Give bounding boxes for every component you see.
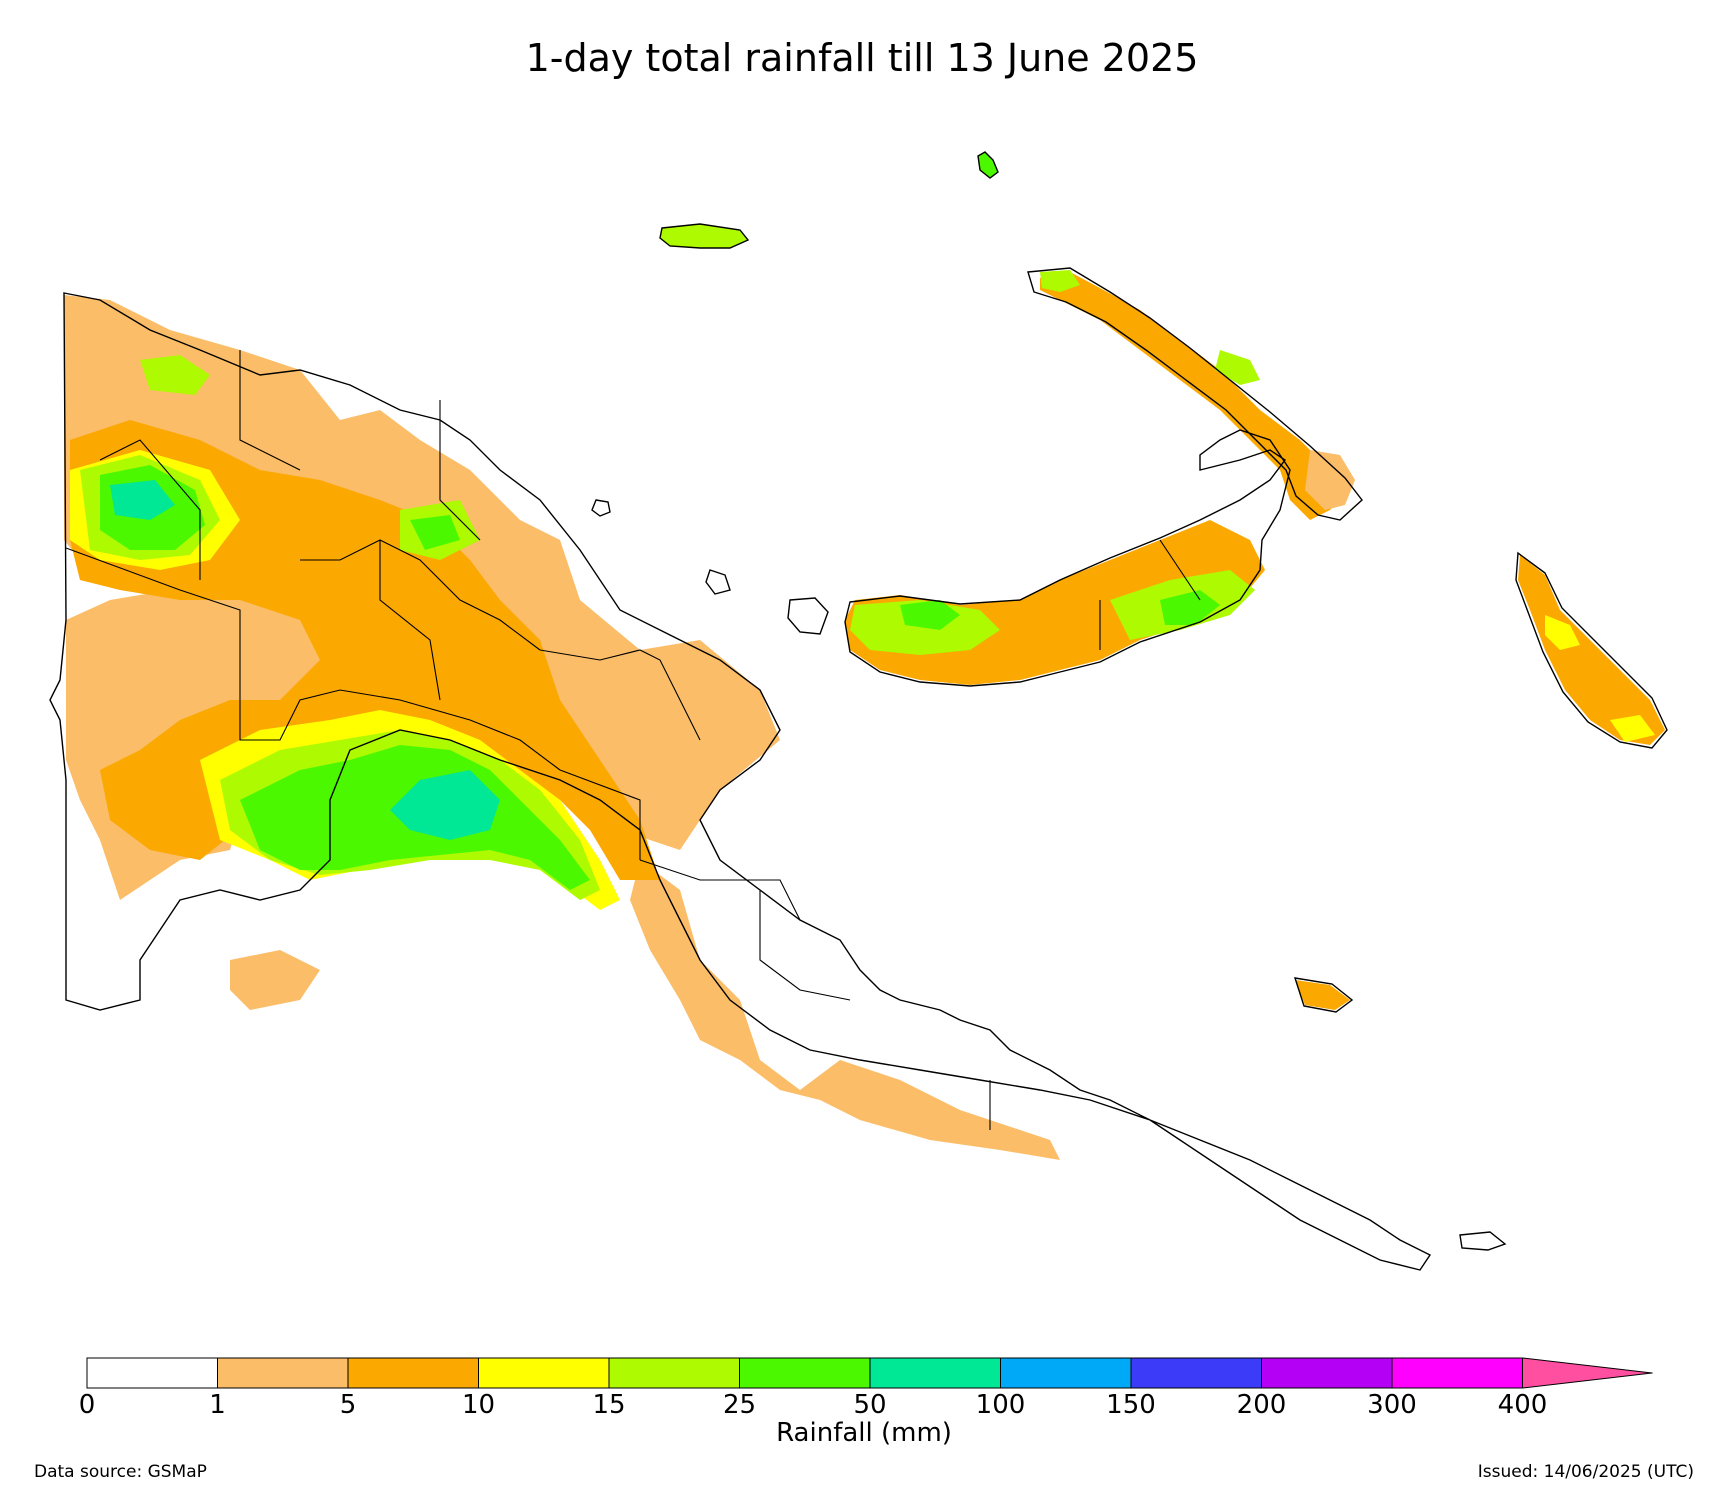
colorbar-tick-label: 400 (1497, 1390, 1548, 1420)
colorbar-tick-label: 15 (592, 1390, 626, 1420)
colorbar-segment (1130, 1357, 1262, 1389)
province-boundaries (65, 350, 1201, 1130)
colorbar-tick-label: 25 (722, 1390, 757, 1420)
rain-area-south-coast-light (630, 860, 1060, 1160)
issued-date-note: Issued: 14/06/2025 (UTC) (1477, 1462, 1694, 1482)
colorbar-tick-label: 50 (853, 1390, 887, 1420)
rain-area-woodlark (1295, 980, 1350, 1010)
colorbar-segment (869, 1357, 1001, 1389)
colorbar-tick-label: 0 (78, 1390, 96, 1420)
rain-area-bougainville-yellow (1545, 615, 1655, 742)
rain-area-new-ireland (1040, 272, 1350, 520)
rain-area-east-cape (1305, 450, 1355, 510)
fergusson-coastline (1293, 977, 1354, 1013)
colorbar-title: Rainfall (mm) (776, 1418, 952, 1448)
colorbar-tick-label: 300 (1367, 1390, 1417, 1420)
colorbar-segment (1261, 1357, 1393, 1389)
colorbar-segment (347, 1357, 479, 1389)
colorbar-tick-label: 150 (1106, 1390, 1156, 1420)
rossel-coastline (1459, 1231, 1507, 1251)
rain-area-new-britain-darkgreen (900, 590, 1220, 630)
colorbar-tick-label: 1 (209, 1390, 226, 1420)
colorbar-tick-label: 100 (975, 1390, 1026, 1420)
colorbar-tick-label: 10 (461, 1390, 496, 1420)
colorbar-segment (1000, 1357, 1132, 1389)
colorbar-segment (608, 1357, 740, 1389)
rain-area-bougainville (1518, 555, 1665, 745)
rain-area-southwest-light (230, 950, 320, 1010)
colorbar-segment (217, 1357, 349, 1389)
colorbar (86, 1357, 1653, 1389)
rain-area-new-britain-green (850, 570, 1255, 655)
map-title: 1-day total rainfall till 13 June 2025 (525, 36, 1199, 80)
karkar-coastline (591, 499, 611, 517)
coastlines (49, 151, 1668, 1271)
colorbar-segment (86, 1357, 218, 1389)
rainfall-shading (64, 152, 1665, 1160)
manus-coastline (659, 223, 750, 249)
mussau-coastline (977, 151, 999, 179)
colorbar-segment (1391, 1357, 1523, 1389)
umboi-coastline (705, 569, 731, 595)
colorbar-tick-label: 200 (1236, 1390, 1287, 1420)
colorbar-segment (478, 1357, 610, 1389)
mainland-coastline (49, 292, 1432, 1271)
colorbar-tick-label: 5 (339, 1390, 357, 1420)
data-source-note: Data source: GSMaP (34, 1462, 207, 1482)
rain-area-teal (110, 480, 500, 840)
bougainville-coastline (1515, 551, 1668, 749)
colorbar-extend-arrow (1522, 1357, 1653, 1389)
colorbar-segment (739, 1357, 871, 1389)
new-ireland-coastline (1027, 267, 1363, 521)
rain-area-mussau (978, 152, 998, 178)
rain-area-new-ireland-green (1040, 270, 1260, 385)
new-britain-coastline (844, 429, 1291, 687)
long-island-coastline (787, 597, 829, 635)
rain-area-manus (660, 224, 748, 248)
